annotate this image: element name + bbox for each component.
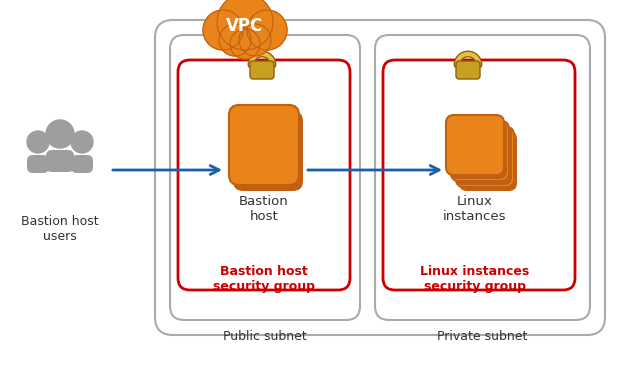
FancyBboxPatch shape	[459, 131, 517, 191]
FancyBboxPatch shape	[456, 61, 480, 79]
FancyBboxPatch shape	[71, 155, 93, 173]
Text: VPC: VPC	[226, 17, 264, 35]
Text: Bastion host
security group: Bastion host security group	[213, 265, 315, 293]
FancyBboxPatch shape	[446, 115, 504, 175]
Circle shape	[71, 131, 93, 153]
Text: Linux instances
security group: Linux instances security group	[420, 265, 529, 293]
FancyBboxPatch shape	[250, 61, 274, 79]
Circle shape	[46, 120, 74, 148]
Text: Private subnet: Private subnet	[437, 330, 527, 343]
FancyBboxPatch shape	[451, 121, 509, 181]
FancyBboxPatch shape	[46, 150, 74, 172]
Circle shape	[230, 29, 260, 59]
Text: Bastion
host: Bastion host	[239, 195, 289, 223]
FancyBboxPatch shape	[229, 105, 299, 185]
Circle shape	[27, 131, 49, 153]
Circle shape	[203, 10, 243, 50]
Text: Bastion host
users: Bastion host users	[21, 215, 99, 243]
FancyBboxPatch shape	[449, 119, 507, 179]
Text: Public subnet: Public subnet	[223, 330, 307, 343]
Circle shape	[217, 0, 273, 50]
FancyBboxPatch shape	[456, 127, 514, 187]
Circle shape	[219, 24, 251, 56]
Circle shape	[239, 24, 271, 56]
FancyBboxPatch shape	[27, 155, 49, 173]
FancyBboxPatch shape	[454, 125, 512, 185]
FancyBboxPatch shape	[233, 111, 303, 191]
Text: Linux
instances: Linux instances	[443, 195, 507, 223]
Circle shape	[247, 10, 287, 50]
